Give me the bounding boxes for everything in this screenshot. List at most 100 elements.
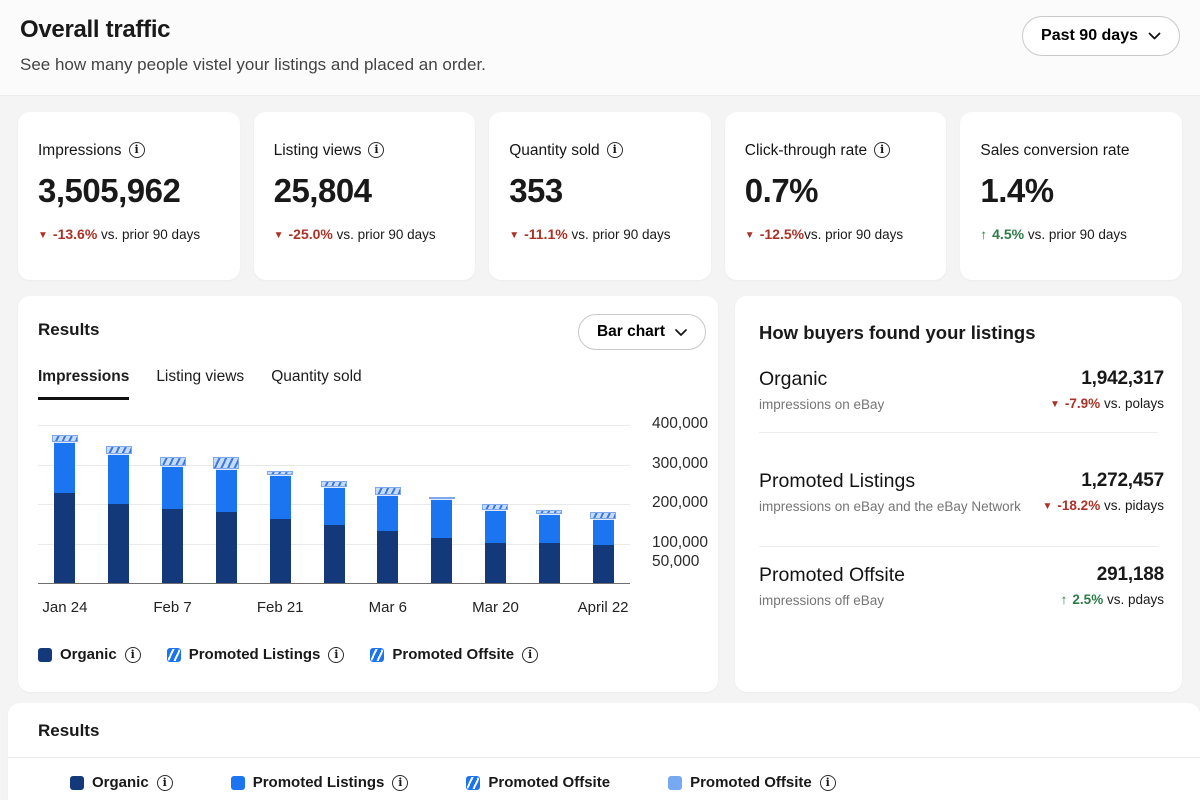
results-title: Results	[38, 320, 100, 339]
date-range-selector[interactable]: Past 90 days	[1022, 16, 1180, 56]
bar-segment-promoted-offsite	[428, 497, 455, 500]
metric-delta: -11.1% vs. prior 90 days	[509, 226, 693, 242]
info-icon[interactable]	[328, 646, 345, 663]
bottom-results-title: Results	[38, 721, 100, 740]
bar-segment-promoted-offsite	[267, 470, 294, 476]
bar-segment-organic	[323, 524, 345, 583]
trend-down-icon	[509, 227, 524, 242]
metric-label: Click-through rate	[745, 142, 929, 160]
x-axis-tick-label: Mar 20	[472, 599, 519, 616]
info-icon[interactable]	[156, 774, 173, 791]
legend-item-promoted-offsite-striped[interactable]: Promoted Offsite	[466, 774, 610, 791]
metric-value: 25,804	[273, 172, 372, 209]
buyer-source-delta: 2.5% vs. pdays	[1061, 592, 1164, 607]
metric-delta: 4.5% vs. prior 90 days	[980, 226, 1164, 242]
divider	[759, 432, 1158, 433]
page-title: Overall traffic	[20, 16, 171, 43]
trend-down-icon	[1050, 396, 1065, 411]
bar-segment-organic	[538, 543, 560, 583]
trend-up-icon	[980, 227, 992, 242]
legend-item-organic[interactable]: Organic	[38, 646, 141, 663]
legend-item-promoted-listings[interactable]: Promoted Listings	[166, 646, 345, 663]
info-icon[interactable]	[368, 142, 385, 158]
trend-down-icon	[745, 227, 760, 242]
metric-card-listing-views: Listing views 25,804 -25.0% vs. prior 90…	[253, 112, 476, 280]
buyer-source-description: impressions on eBay and the eBay Network	[759, 499, 1021, 514]
y-axis-tick-label: 100,000	[652, 533, 709, 551]
buyer-source-name: Organic	[759, 368, 828, 390]
bar-segment-organic	[162, 508, 184, 583]
bar-segment-organic	[269, 519, 291, 583]
buyer-source-name: Promoted Offsite	[759, 564, 905, 586]
metric-delta: -13.6% vs. prior 90 days	[38, 226, 222, 242]
bar-segment-promoted-offsite	[321, 480, 347, 488]
tab-impressions[interactable]: Impressions	[38, 368, 130, 400]
bar-segment-promoted-listings	[592, 519, 614, 546]
promoted-offsite-swatch-icon	[370, 647, 385, 662]
tab-quantity-sold[interactable]: Quantity sold	[271, 368, 362, 385]
bar-segment-promoted-offsite	[105, 445, 132, 455]
buyers-panel-title: How buyers found your listings	[759, 322, 1036, 343]
legend-label: Promoted Offsite	[392, 646, 515, 663]
legend-item-promoted-offsite-light[interactable]: Promoted Offsite	[668, 774, 836, 791]
buyer-source-description: impressions on eBay	[759, 397, 885, 412]
page-header: Overall traffic See how many people vist…	[0, 0, 1200, 96]
chart-type-selector[interactable]: Bar chart	[577, 314, 706, 350]
tab-listing-views[interactable]: Listing views	[156, 368, 245, 385]
y-axis-tick-label: 50,000	[652, 553, 700, 571]
trend-down-icon	[274, 227, 289, 242]
metric-label: Sales conversion rate	[980, 142, 1130, 159]
buyer-source-delta: -18.2% vs. pidays	[1043, 498, 1164, 513]
buyers-panel: How buyers found your listings Organic i…	[735, 296, 1182, 692]
metric-card-click-through-rate: Click-through rate 0.7% -12.5%vs. prior …	[724, 112, 947, 280]
info-icon[interactable]	[606, 142, 623, 158]
page-subtitle: See how many people vistel your listings…	[20, 55, 486, 74]
metric-value: 1.4%	[980, 172, 1054, 209]
bar-segment-organic	[592, 545, 614, 583]
metric-card-quantity-sold: Quantity sold 353 -11.1% vs. prior 90 da…	[489, 112, 711, 280]
legend-item-promoted-listings[interactable]: Promoted Listings	[230, 774, 409, 791]
bar-segment-organic	[54, 492, 76, 583]
bar-segment-promoted-listings	[215, 468, 237, 512]
metric-delta: -25.0% vs. prior 90 days	[274, 226, 458, 242]
metric-label: Quantity sold	[509, 142, 693, 160]
info-icon[interactable]	[392, 774, 409, 791]
chart-legend: Organic Promoted Listings Promoted Offsi…	[38, 646, 539, 663]
metric-label: Impressions	[38, 142, 222, 160]
legend-label: Promoted Offsite	[690, 774, 812, 791]
promoted-offsite-light-swatch-icon	[668, 775, 683, 790]
chevron-down-icon	[675, 323, 687, 341]
results-chart-card: Results Bar chart Impressions Listing vi…	[18, 296, 718, 692]
bar-segment-promoted-listings	[108, 454, 130, 505]
info-icon[interactable]	[522, 646, 539, 663]
metric-label: Listing views	[274, 142, 458, 160]
buyer-source-name: Promoted Listings	[759, 470, 916, 492]
buyer-source-value: 291,188	[1096, 564, 1164, 585]
info-icon[interactable]	[874, 142, 891, 158]
results-tabs: Impressions Listing views Quantity sold	[38, 368, 362, 400]
x-axis-tick-label: Mar 6	[368, 599, 407, 616]
x-axis-tick-label: Feb 7	[153, 599, 192, 616]
metric-delta: -12.5%vs. prior 90 days	[745, 226, 929, 242]
info-icon[interactable]	[128, 142, 145, 158]
metric-cards-row: Impressions 3,505,962 -13.6% vs. prior 9…	[18, 112, 1182, 280]
buyer-row-promoted-listings: Promoted Listings impressions on eBay an…	[759, 470, 1164, 514]
legend-item-organic[interactable]: Organic	[70, 774, 173, 791]
x-axis-tick-label: Jan 24	[42, 599, 88, 616]
chart-type-label: Bar chart	[596, 323, 665, 340]
bar-segment-promoted-offsite	[536, 509, 563, 514]
y-axis-labels: 400,000 300,000 200,000 100,000 50,000	[652, 415, 727, 586]
chevron-down-icon	[1148, 27, 1161, 45]
trend-up-icon	[1061, 592, 1073, 607]
bar-chart-plot: Jan 24 Feb 7 Feb 21 Mar 6 Mar 20 April 22	[38, 425, 630, 616]
legend-item-promoted-offsite[interactable]: Promoted Offsite	[370, 646, 539, 663]
info-icon[interactable]	[819, 774, 836, 791]
info-icon[interactable]	[124, 646, 141, 663]
divider	[759, 546, 1158, 547]
bottom-legend: Organic Promoted Listings Promoted Offsi…	[70, 774, 836, 791]
organic-swatch-icon	[70, 775, 84, 790]
buyer-row-promoted-offsite: Promoted Offsite impressions off eBay 29…	[759, 564, 1164, 608]
divider	[8, 757, 1200, 758]
bar-segment-promoted-listings	[323, 487, 345, 525]
metric-value: 353	[509, 172, 563, 209]
